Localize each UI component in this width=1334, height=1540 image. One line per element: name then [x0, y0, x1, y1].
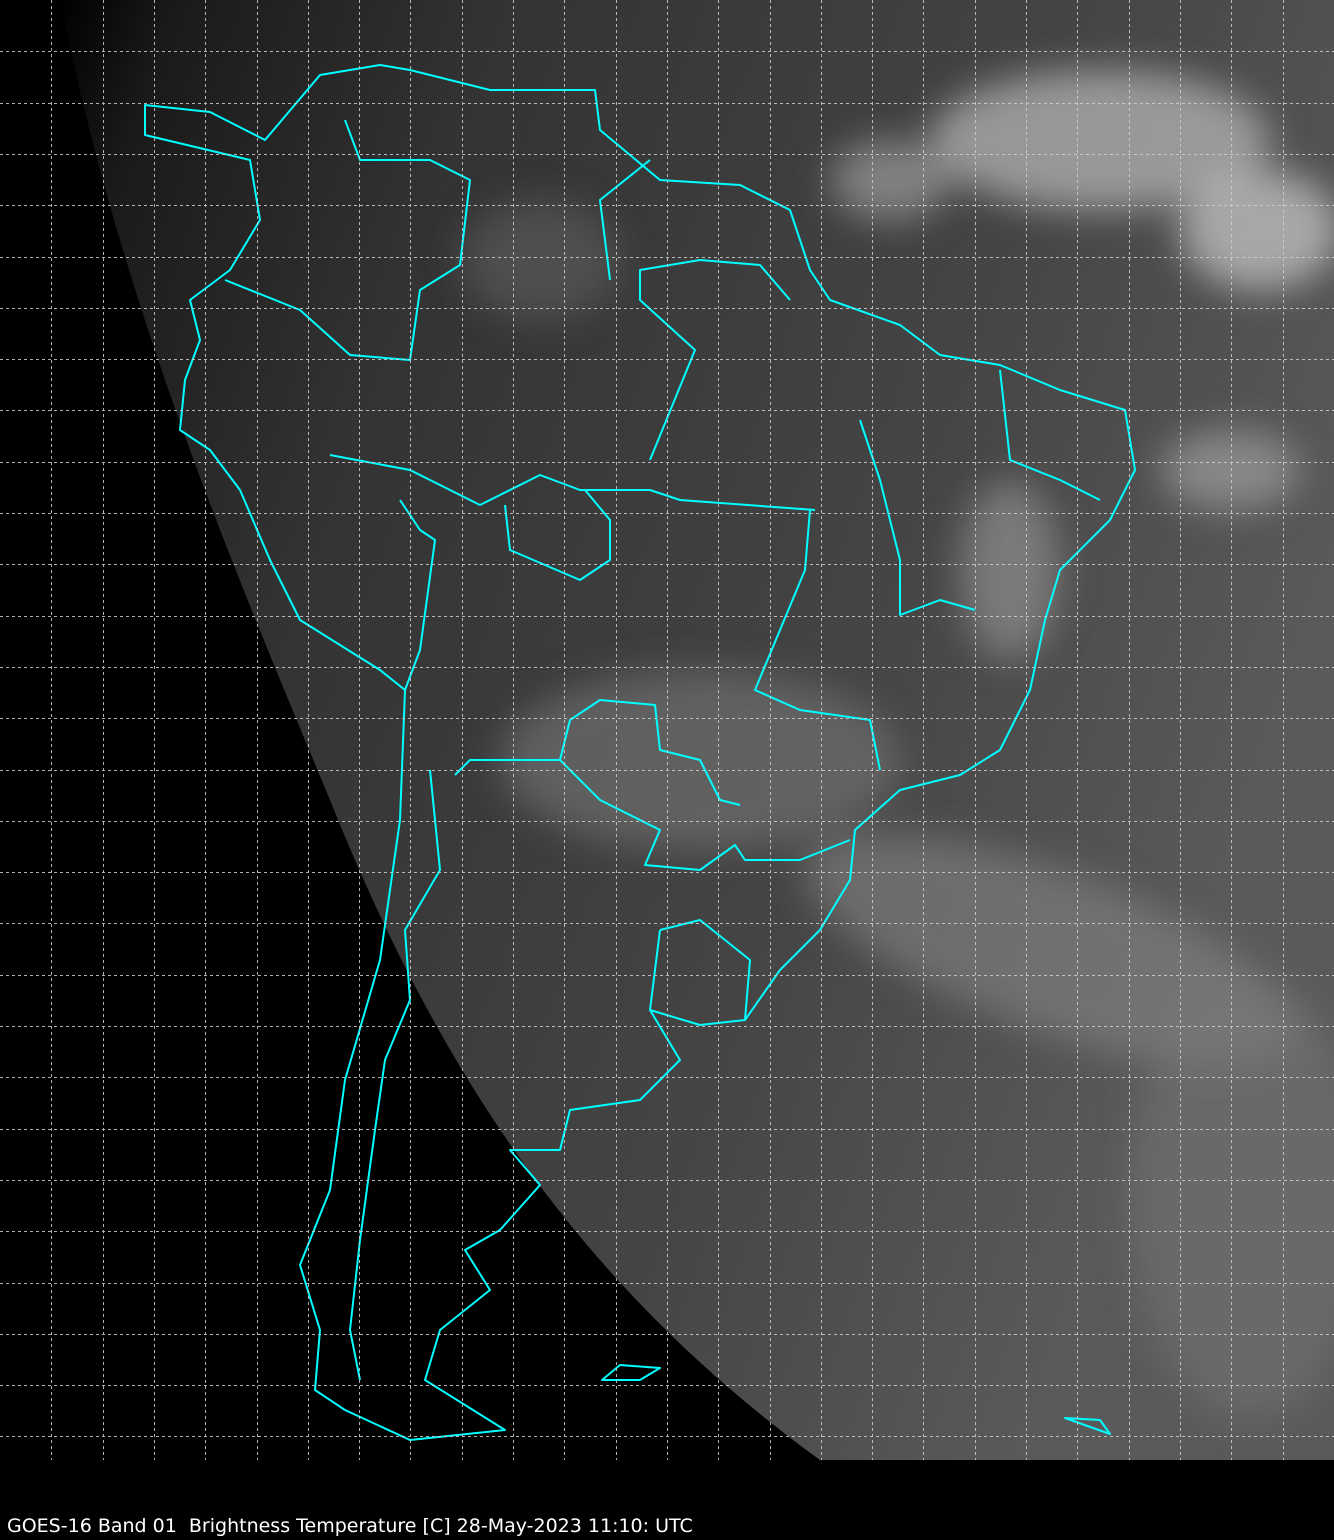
lat-lon-grid [0, 0, 1334, 1460]
image-caption: GOES-16 Band 01 Brightness Temperature [… [7, 1515, 693, 1537]
border-lines [224, 119, 1101, 1381]
country-borders [144, 64, 1136, 1441]
south-georgia [1064, 1417, 1111, 1435]
falkland-islands [601, 1364, 661, 1381]
continent-coastline [144, 64, 1136, 1441]
satellite-image [0, 0, 1334, 1460]
